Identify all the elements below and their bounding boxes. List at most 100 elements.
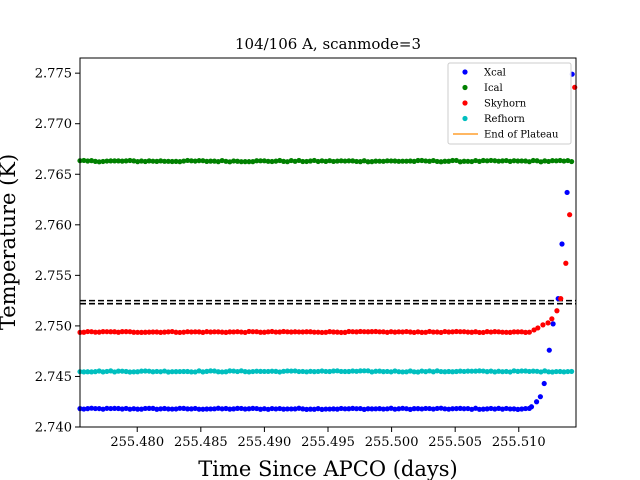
ical-point bbox=[192, 158, 198, 164]
skyhorn-point bbox=[250, 329, 256, 335]
refhorn-point bbox=[319, 368, 325, 374]
xcal-point bbox=[111, 405, 118, 412]
skyhorn-point bbox=[499, 329, 506, 335]
xcal-point bbox=[423, 405, 429, 412]
skyhorn-point bbox=[81, 329, 87, 335]
xcal-point bbox=[330, 406, 337, 412]
refhorn-point bbox=[127, 369, 133, 375]
skyhorn-point bbox=[296, 329, 302, 335]
refhorn-point bbox=[496, 368, 502, 374]
skyhorn-point bbox=[376, 329, 383, 335]
xcal-point bbox=[403, 406, 410, 412]
refhorn-point bbox=[353, 368, 360, 374]
ical-point bbox=[81, 157, 87, 164]
ical-point bbox=[530, 157, 536, 164]
refhorn-point bbox=[150, 369, 156, 375]
skyhorn-point bbox=[411, 329, 417, 336]
skyhorn-point bbox=[188, 329, 194, 335]
xcal-point bbox=[438, 405, 444, 411]
refhorn-point bbox=[265, 368, 271, 375]
xcal-point bbox=[426, 405, 433, 412]
refhorn-point bbox=[311, 369, 317, 375]
ical-point bbox=[342, 158, 348, 164]
xcal-point bbox=[269, 405, 275, 412]
skyhorn-point bbox=[449, 329, 456, 335]
skyhorn-point bbox=[200, 329, 206, 335]
refhorn-point bbox=[142, 368, 148, 374]
skyhorn-point bbox=[338, 329, 344, 336]
refhorn-point bbox=[288, 368, 294, 374]
ical-point bbox=[300, 158, 306, 165]
refhorn-point bbox=[361, 368, 367, 374]
refhorn-point bbox=[423, 369, 429, 375]
ical-point bbox=[158, 158, 164, 164]
ical-point bbox=[254, 158, 260, 164]
refhorn-point bbox=[273, 368, 279, 374]
ical-point bbox=[169, 158, 175, 165]
skyhorn-point bbox=[396, 329, 402, 335]
skyhorn-point bbox=[231, 329, 237, 335]
xcal-point bbox=[165, 406, 171, 412]
ical-point bbox=[269, 158, 275, 165]
skyhorn-point bbox=[108, 329, 114, 335]
skyhorn-point bbox=[115, 329, 122, 335]
refhorn-point bbox=[411, 369, 417, 375]
refhorn-point bbox=[277, 369, 283, 375]
xcal-point bbox=[528, 404, 535, 410]
ical-point bbox=[307, 158, 314, 164]
x-tick-label: 255.500 bbox=[365, 435, 419, 450]
refhorn-point bbox=[165, 369, 171, 375]
refhorn-point bbox=[380, 369, 387, 375]
skyhorn-point bbox=[369, 329, 375, 335]
skyhorn-point bbox=[288, 329, 294, 335]
legend-dot-swatch bbox=[462, 69, 468, 75]
ical-point bbox=[323, 158, 329, 164]
ical-point bbox=[369, 159, 375, 165]
refhorn-point bbox=[446, 368, 452, 375]
xcal-point bbox=[246, 406, 252, 412]
ical-point bbox=[111, 158, 118, 164]
ical-point bbox=[553, 158, 559, 164]
ical-point bbox=[211, 158, 218, 164]
xcal-point bbox=[541, 380, 547, 387]
refhorn-point bbox=[307, 368, 314, 374]
xcal-point bbox=[537, 394, 543, 400]
ical-point bbox=[115, 158, 122, 164]
xcal-point bbox=[488, 405, 494, 412]
xcal-point bbox=[127, 406, 133, 412]
skyhorn-point bbox=[473, 329, 479, 335]
refhorn-point bbox=[515, 368, 521, 374]
skyhorn-point bbox=[503, 329, 509, 335]
refhorn-point bbox=[92, 369, 98, 375]
refhorn-point bbox=[469, 368, 475, 374]
refhorn-point bbox=[173, 369, 179, 375]
skyhorn-point bbox=[426, 328, 433, 335]
refhorn-point bbox=[219, 369, 225, 375]
xcal-point bbox=[380, 406, 387, 412]
refhorn-point bbox=[519, 368, 525, 374]
skyhorn-point bbox=[311, 329, 317, 335]
y-tick-label: 2.770 bbox=[35, 117, 72, 132]
xcal-point bbox=[207, 406, 214, 412]
ical-point bbox=[165, 158, 171, 164]
refhorn-point bbox=[169, 369, 175, 375]
xcal-point bbox=[292, 406, 298, 412]
skyhorn-point bbox=[207, 329, 214, 335]
legend-dot-swatch bbox=[462, 84, 468, 91]
skyhorn-point bbox=[446, 329, 452, 335]
skyhorn-point bbox=[88, 329, 95, 335]
xcal-point bbox=[238, 405, 244, 412]
y-axis-label: Temperature (K) bbox=[0, 154, 20, 330]
skyhorn-point bbox=[104, 329, 110, 335]
xcal-point bbox=[250, 405, 256, 411]
xcal-point bbox=[376, 406, 383, 412]
ical-point bbox=[419, 157, 425, 164]
xcal-point bbox=[119, 406, 125, 412]
refhorn-point bbox=[376, 368, 383, 374]
ical-point bbox=[123, 158, 129, 164]
ical-point bbox=[488, 157, 494, 164]
ical-point bbox=[461, 158, 467, 164]
skyhorn-point bbox=[350, 329, 356, 335]
refhorn-point bbox=[342, 368, 348, 375]
xcal-point bbox=[188, 406, 194, 412]
